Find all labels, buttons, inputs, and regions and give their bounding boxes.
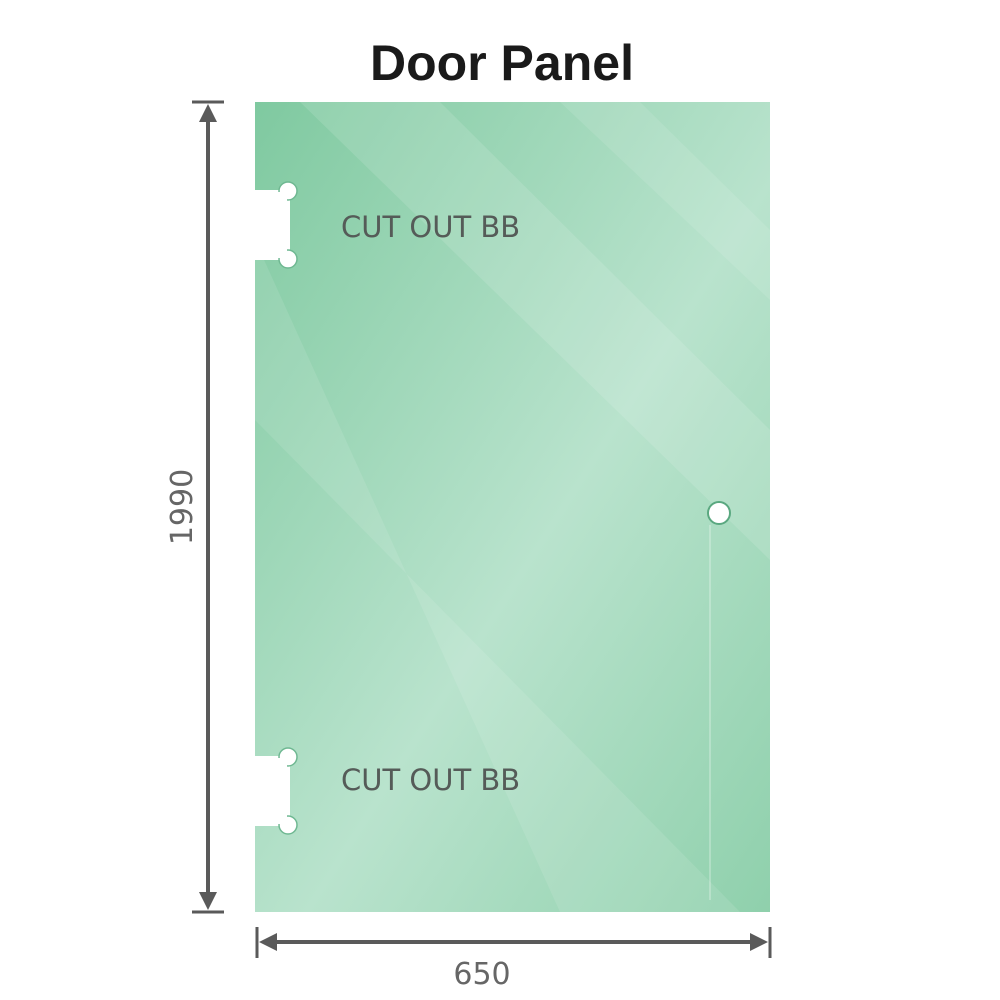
cutout-label-top: CUT OUT BB bbox=[341, 210, 520, 244]
cutout-top bbox=[252, 181, 298, 269]
width-dimension-line bbox=[255, 927, 772, 958]
height-dimension-line bbox=[192, 100, 224, 914]
glass-panel bbox=[255, 102, 770, 912]
handle-hole bbox=[707, 501, 731, 525]
height-label: 1990 bbox=[165, 469, 200, 545]
cutout-bottom bbox=[252, 747, 298, 835]
width-label: 650 bbox=[453, 957, 510, 992]
cutout-label-bottom: CUT OUT BB bbox=[341, 763, 520, 797]
diagram-title: Door Panel bbox=[370, 35, 634, 91]
